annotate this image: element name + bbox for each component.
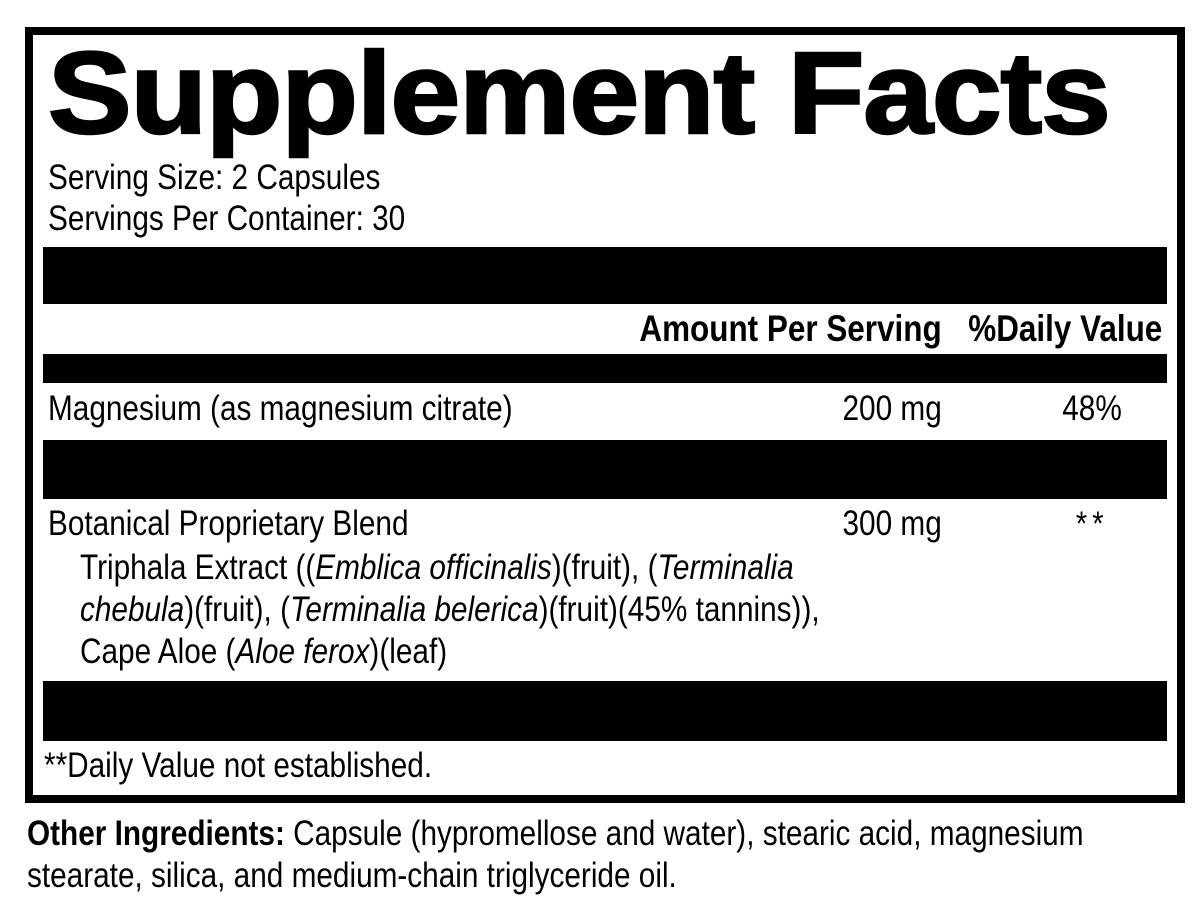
separator-bar-mid: [43, 440, 1167, 499]
daily-value-header: %Daily Value: [967, 308, 1162, 349]
other-ingredients-list: Capsule (hypromellose and water), steari…: [27, 814, 1084, 895]
facts-panel: Supplement Facts Serving Size: 2 Capsule…: [25, 27, 1185, 803]
blend-ingredients-line-2: chebula)(fruit), (Terminalia belerica)(f…: [80, 590, 820, 629]
separator-bar-top: [43, 247, 1167, 304]
amount-per-serving-header: Amount Per Serving: [639, 308, 942, 349]
supplement-facts-label: Supplement Facts Serving Size: 2 Capsule…: [25, 27, 1200, 897]
daily-value-footnote: **Daily Value not established.: [44, 746, 433, 785]
serving-size-text: Serving Size: 2 Capsules: [48, 158, 381, 197]
other-ingredients-label: Other Ingredients:: [27, 814, 285, 853]
nutrient-name: Magnesium (as magnesium citrate): [48, 389, 513, 428]
nutrient-amount: 200 mg: [842, 389, 942, 428]
blend-amount: 300 mg: [842, 504, 942, 543]
serving-size: Serving Size: 2 Capsules: [48, 157, 1167, 198]
blend-ingredients-line-3: Cape Aloe (Aloe ferox)(leaf): [80, 632, 448, 671]
other-ingredients-text: Other Ingredients: Capsule (hypromellose…: [27, 813, 1176, 897]
blend-ingredients-line-1: Triphala Extract ((Emblica officinalis)(…: [80, 548, 794, 587]
blend-row: Botanical Proprietary Blend 300 mg **: [43, 499, 1167, 547]
servings-per-container: Servings Per Container: 30: [48, 198, 1167, 239]
blend-section: Botanical Proprietary Blend 300 mg ** Tr…: [43, 499, 1167, 681]
column-header-row: Amount Per Serving %Daily Value: [43, 304, 1167, 354]
separator-bar-thin: [43, 354, 1167, 383]
nutrient-daily-value: 48%: [1062, 389, 1122, 428]
blend-daily-value-asterisks: **: [1075, 505, 1109, 543]
nutrient-row-magnesium: Magnesium (as magnesium citrate) 200 mg …: [43, 383, 1167, 440]
panel-title: Supplement Facts: [47, 28, 1167, 158]
panel-title-text: Supplement Facts: [47, 28, 1113, 158]
separator-bar-bottom: [43, 681, 1167, 741]
blend-name: Botanical Proprietary Blend: [48, 504, 409, 543]
servings-per-container-text: Servings Per Container: 30: [48, 199, 406, 238]
other-ingredients: Other Ingredients: Capsule (hypromellose…: [27, 813, 1200, 897]
